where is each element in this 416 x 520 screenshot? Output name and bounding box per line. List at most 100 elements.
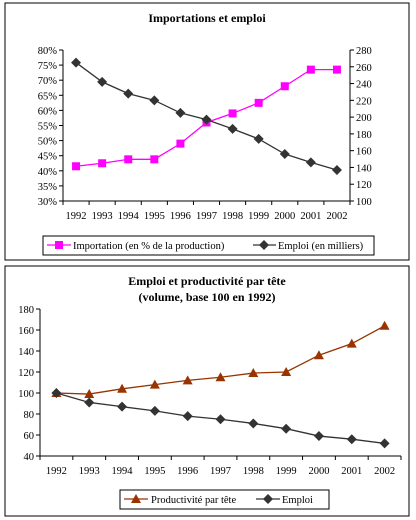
chart2-point-0-8 xyxy=(313,350,324,360)
chart2-subtitle: (volume, base 100 en 1992) xyxy=(139,290,276,304)
chart1-x-tick-label: 1996 xyxy=(170,211,191,222)
chart2-point-0-3 xyxy=(149,379,160,389)
chart1-right-tick-label: 240 xyxy=(356,80,372,91)
chart1-left-tick-label: 65% xyxy=(38,91,58,102)
chart1-point-1-5 xyxy=(201,114,212,125)
chart1-left-tick-label: 70% xyxy=(38,76,58,87)
chart1-point-0-10 xyxy=(332,65,341,74)
chart1-right-tick-label: 160 xyxy=(356,147,372,158)
chart2-y-tick-label: 120 xyxy=(18,368,34,379)
chart1-legend-label-1: Emploi (en milliers) xyxy=(278,241,364,252)
chart1-frame xyxy=(4,2,410,261)
chart1-x-tick-label: 1998 xyxy=(222,211,243,222)
chart1-right-tick-label: 280 xyxy=(356,46,372,57)
chart2-y-tick-label: 160 xyxy=(18,326,34,337)
chart2-point-0-10 xyxy=(379,320,390,330)
chart2-x-tick-label: 1992 xyxy=(46,466,67,477)
chart2-x-tick-label: 2001 xyxy=(341,466,362,477)
chart1-right-tick-label: 200 xyxy=(356,113,372,124)
chart1-x-tick-label: 1992 xyxy=(66,211,87,222)
chart2-x-tick-label: 1997 xyxy=(210,466,231,477)
chart1-x-tick-label: 2001 xyxy=(300,211,321,222)
chart1-point-0-7 xyxy=(254,98,263,107)
chart2-y-tick-label: 180 xyxy=(18,305,34,316)
chart1-x-tick-label: 1997 xyxy=(196,211,217,222)
chart2-point-1-5 xyxy=(215,414,226,425)
chart1-x-tick-label: 1999 xyxy=(248,211,269,222)
chart2-point-1-3 xyxy=(149,405,160,416)
chart2-point-1-9 xyxy=(346,434,357,445)
chart2-y-tick-label: 80 xyxy=(24,410,35,421)
chart1-point-0-1 xyxy=(98,159,107,168)
chart1-right-tick-label: 260 xyxy=(356,63,372,74)
chart1-left-tick-label: 60% xyxy=(38,106,58,117)
chart2-legend-label-0: Productivité par tête xyxy=(151,495,236,506)
chart1-point-1-0 xyxy=(71,57,82,68)
chart2-axes: 40 60 80 100 120 140 160 180 1992 1993 1994 1995 199… xyxy=(18,305,402,477)
chart1-point-1-9 xyxy=(305,157,316,168)
chart1-title: Importations et emploi xyxy=(148,11,266,25)
chart2-x-tick-label: 2002 xyxy=(374,466,395,477)
chart2-x-tick-label: 1994 xyxy=(112,466,134,477)
chart1-point-0-2 xyxy=(124,155,133,164)
chart2-y-tick-label: 140 xyxy=(18,347,34,358)
chart1-left-tick-label: 40% xyxy=(38,167,58,178)
chart2-point-1-2 xyxy=(117,401,128,412)
chart2-x-tick-label: 1995 xyxy=(144,466,165,477)
chart2-frame xyxy=(4,265,410,517)
chart1-point-1-4 xyxy=(175,107,186,118)
chart1-legend-label-0: Importation (en % de la production) xyxy=(73,241,225,252)
chart1-x-tick-label: 1994 xyxy=(118,211,140,222)
chart2-title: Emploi et productivité par tête xyxy=(128,274,286,288)
chart1-x-tick-label: 1993 xyxy=(92,211,113,222)
chart1-point-0-3 xyxy=(150,155,159,164)
chart1-left-tick-label: 80% xyxy=(38,46,58,57)
chart1-right-tick-label: 120 xyxy=(356,180,372,191)
chart2-point-1-8 xyxy=(313,431,324,442)
chart1-legend xyxy=(42,235,375,256)
chart2-y-tick-label: 40 xyxy=(24,452,35,463)
chart1-left-tick-label: 30% xyxy=(38,197,58,208)
chart2-point-0-1 xyxy=(84,389,95,399)
chart2-y-tick-label: 60 xyxy=(24,431,35,442)
chart1-axes: 30% 35% 40% 45% 50% 55% 60% 65% 70% 75% 80% 100 120 1… xyxy=(38,46,372,222)
chart2-point-0-4 xyxy=(182,375,193,385)
chart2-x-tick-label: 2000 xyxy=(308,466,329,477)
chart1-point-0-6 xyxy=(228,109,237,118)
chart2-legend-marker-0 xyxy=(131,494,141,503)
chart1-left-tick-label: 45% xyxy=(38,152,58,163)
chart1-right-tick-label: 180 xyxy=(356,130,372,141)
chart2-point-0-6 xyxy=(248,368,259,378)
chart1-point-0-0 xyxy=(72,162,81,171)
chart1-right-tick-label: 140 xyxy=(356,163,372,174)
chart2-point-0-7 xyxy=(281,367,292,376)
chart2-point-0-5 xyxy=(215,372,226,382)
chart1-point-1-8 xyxy=(279,149,290,160)
chart1-point-1-1 xyxy=(97,76,108,87)
chart2-legend-marker-1 xyxy=(263,494,273,504)
chart2-point-0-9 xyxy=(346,338,357,348)
chart2-x-tick-label: 1999 xyxy=(276,466,297,477)
chart1-point-0-8 xyxy=(280,82,289,91)
chart1-series xyxy=(71,57,342,175)
chart1-x-tick-label: 1995 xyxy=(144,211,165,222)
chart1-point-0-9 xyxy=(306,65,315,74)
chart2-point-0-2 xyxy=(117,383,128,393)
chart1-x-tick-label: 2002 xyxy=(326,211,347,222)
chart1-point-1-2 xyxy=(123,88,134,99)
chart1-right-tick-label: 100 xyxy=(356,197,372,208)
chart1-left-tick-label: 35% xyxy=(38,182,58,193)
chart1-point-1-3 xyxy=(149,95,160,106)
chart2-point-1-10 xyxy=(379,438,390,449)
chart2-series xyxy=(51,320,390,449)
chart2-x-tick-label: 1993 xyxy=(79,466,100,477)
chart2-legend xyxy=(119,489,330,510)
chart2-point-1-0 xyxy=(51,388,62,398)
chart2-x-tick-label: 1998 xyxy=(243,466,264,477)
chart2-legend-label-1: Emploi xyxy=(282,495,313,506)
chart2-y-tick-label: 100 xyxy=(18,389,34,400)
chart1-point-1-6 xyxy=(227,123,238,134)
chart2-x-tick-label: 1996 xyxy=(177,466,198,477)
chart1-right-tick-label: 220 xyxy=(356,96,372,107)
